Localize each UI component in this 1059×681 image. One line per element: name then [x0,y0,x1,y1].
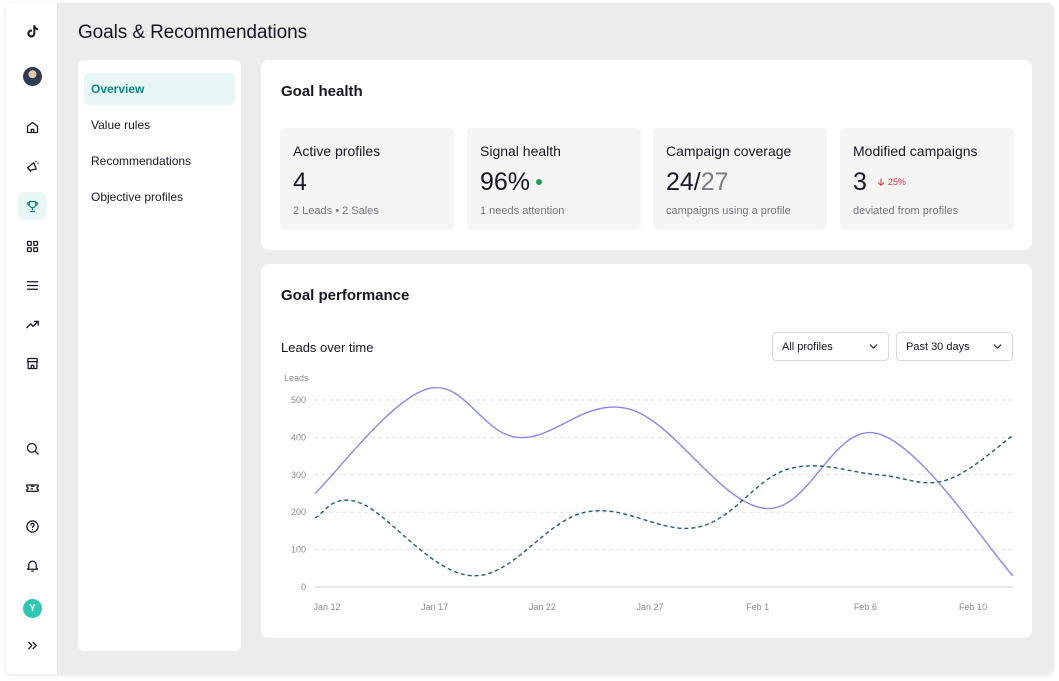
y-tick-label: 200 [291,507,306,517]
kpi-modified-campaigns: Modified campaigns 3 25% deviated from p… [840,128,1014,230]
left-rail: Y [6,3,58,674]
x-tick-label: Feb 10 [959,602,987,612]
sub-navigation: Overview Value rules Recommendations Obj… [78,60,241,651]
app-window: Y Goals & Recommendations Overview Value… [6,3,1053,674]
store-icon[interactable] [18,349,46,377]
kpi-subtext: campaigns using a profile [666,205,791,217]
ticket-icon[interactable] [18,473,46,501]
x-tick-label: Jan 27 [636,602,663,612]
kpi-value: 96% [480,167,628,197]
kpi-subtext: 2 Leads • 2 Sales [293,205,379,217]
subnav-item-objective-profiles[interactable]: Objective profiles [84,181,235,213]
subnav-item-recommendations[interactable]: Recommendations [84,145,235,177]
kpi-value-total: 27 [700,167,729,196]
goal-health-title: Goal health [281,83,363,100]
subnav-item-label: Overview [91,82,145,96]
search-icon[interactable] [18,434,46,462]
kpi-value: 3 25% [853,167,1001,197]
series-line-2 [314,434,1014,577]
kpi-signal-health: Signal health 96% 1 needs attention [467,128,641,230]
kpi-active-profiles: Active profiles 4 2 Leads • 2 Sales [280,128,454,230]
y-tick-label: 400 [291,432,306,442]
subnav-item-label: Recommendations [91,154,192,168]
kpi-label: Signal health [480,143,561,159]
kpi-campaign-coverage: Campaign coverage 24/27 campaigns using … [653,128,827,230]
kpi-label: Active profiles [293,143,381,159]
user-avatar[interactable] [23,67,42,86]
x-tick-label: Feb 6 [854,602,877,612]
delta-value: 25% [887,177,906,187]
trophy-icon[interactable] [18,192,46,220]
kpi-subtext: deviated from profiles [853,205,959,217]
grid-icon[interactable] [18,232,46,260]
x-tick-label: Feb 1 [746,602,769,612]
megaphone-icon[interactable] [18,152,46,180]
date-range-select[interactable]: Past 30 days [896,332,1013,361]
x-tick-label: Jan 22 [529,602,556,612]
chevron-down-icon [869,344,878,349]
kpi-label: Modified campaigns [853,143,978,159]
date-range-select-value: Past 30 days [906,340,970,353]
goal-health-card: Goal health Active profiles 4 2 Leads • … [261,60,1032,250]
menu-icon[interactable] [18,271,46,299]
y-tick-label: 100 [291,545,306,555]
home-icon[interactable] [18,113,46,141]
y-tick-label: 300 [291,470,306,480]
kpi-value-text: 4 [293,167,307,196]
kpi-value: 24/27 [666,167,814,197]
expand-icon[interactable] [18,631,46,659]
kpi-label: Campaign coverage [666,143,792,159]
x-tick-label: Jan 12 [313,602,340,612]
chevron-down-icon [993,344,1002,349]
account-avatar[interactable]: Y [23,599,42,618]
tiktok-logo-icon[interactable] [18,17,46,45]
subnav-item-overview[interactable]: Overview [84,73,235,105]
subnav-item-value-rules[interactable]: Value rules [84,109,235,141]
y-tick-label: 0 [301,582,306,592]
status-dot-icon [536,179,543,185]
goal-performance-card: Goal performance Leads over time All pro… [261,264,1032,638]
subnav-item-label: Objective profiles [91,190,184,204]
profile-select-value: All profiles [782,340,833,353]
y-tick-label: 500 [291,395,306,405]
x-tick-label: Jan 17 [421,602,448,612]
kpi-value-text: 3 [853,167,867,196]
leads-line-chart: 0 100 200 300 400 500 Leads Jan 12 Jan 17 Jan 22 J… [284,373,1014,612]
bell-icon[interactable] [18,551,46,579]
trend-icon[interactable] [18,310,46,338]
chart-subtitle: Leads over time [281,340,374,355]
kpi-value-text: 96% [480,167,531,196]
kpi-subtext: 1 needs attention [480,205,565,217]
profile-select[interactable]: All profiles [772,332,889,361]
help-icon[interactable] [18,512,46,540]
goal-performance-title: Goal performance [281,287,410,304]
y-axis-label: Leads [284,373,309,383]
delta-badge: 25% [876,177,906,187]
kpi-value-text: 24/ [666,167,701,196]
arrow-down-icon [877,178,884,186]
kpi-value: 4 [293,167,441,197]
series-line-1 [314,386,1014,577]
page-title: Goals & Recommendations [78,22,307,43]
subnav-item-label: Value rules [91,118,151,132]
